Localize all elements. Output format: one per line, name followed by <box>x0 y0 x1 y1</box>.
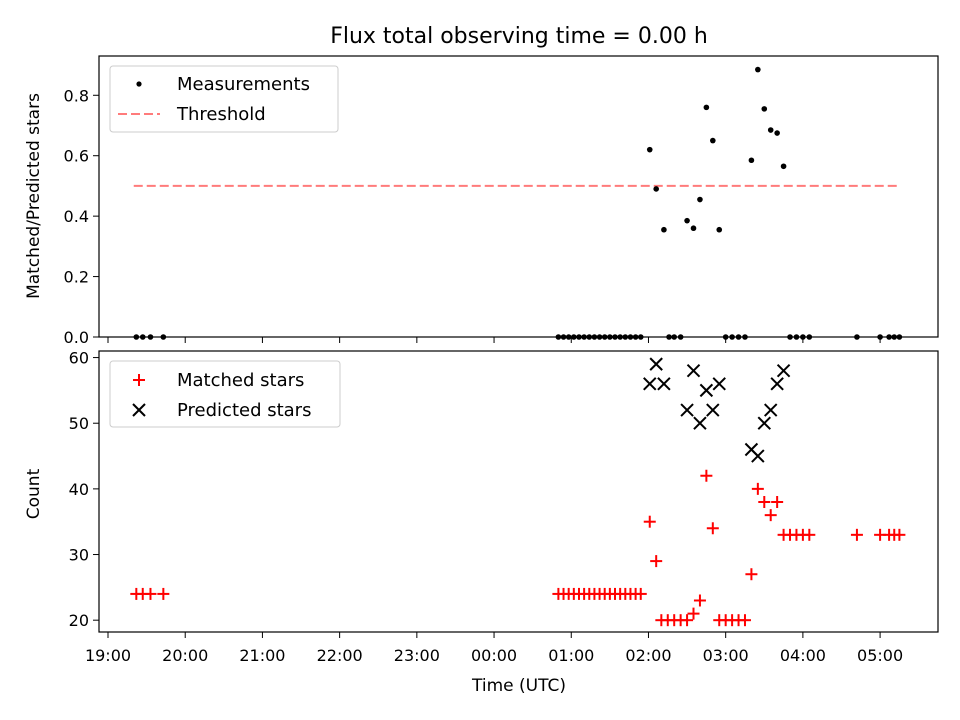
matched-star-point <box>144 587 157 600</box>
x-tick-label: 02:00 <box>625 646 671 665</box>
predicted-star-point <box>649 357 663 371</box>
bottom-y-axis-label: Count <box>24 468 44 519</box>
matched-star-point <box>634 587 647 600</box>
bottom-y-tick-label: 50 <box>69 414 89 433</box>
legend-measurements-marker <box>136 81 142 87</box>
legend-predicted-label: Predicted stars <box>177 400 311 421</box>
matched-star-point <box>687 607 700 620</box>
predicted-star-point <box>693 416 707 430</box>
top-y-ticks: 0.0 0.2 0.4 0.6 0.8 <box>64 86 99 347</box>
predicted-star-point <box>680 403 694 417</box>
matched-star-point <box>745 568 758 581</box>
top-y-tick-label: 0.8 <box>64 86 89 105</box>
predicted-star-point <box>686 363 701 378</box>
x-tick-label: 21:00 <box>239 646 285 665</box>
bottom-legend-box <box>109 360 341 428</box>
bottom-panel: 20 30 40 50 60 19:00 20:00 21:00 22:00 23:00 00:0… <box>24 349 939 696</box>
matched-star-point <box>157 587 170 600</box>
x-tick-label: 20:00 <box>162 646 208 665</box>
matched-star-point <box>764 509 777 522</box>
x-tick-label: 04:00 <box>780 646 826 665</box>
top-y-tick-label: 0.2 <box>64 268 89 287</box>
matched-star-point <box>681 614 694 627</box>
legend-predicted-marker <box>132 403 146 417</box>
x-tick-label: 00:00 <box>471 646 517 665</box>
bottom-y-tick-label: 60 <box>69 349 89 368</box>
predicted-star-point <box>699 383 714 398</box>
predicted-star-point <box>706 403 720 417</box>
matched-star-point <box>893 528 906 541</box>
predicted-star-point <box>776 363 791 378</box>
measurement-point <box>710 137 716 144</box>
measurement-point <box>646 146 653 153</box>
matched-star-point <box>738 614 751 627</box>
matched-star-point <box>803 528 816 541</box>
predicted-star-point <box>764 403 778 417</box>
bottom-legend: Matched stars Predicted stars <box>109 360 341 428</box>
x-tick-label: 22:00 <box>317 646 363 665</box>
matched-star-point <box>643 515 656 528</box>
matched-star-point <box>706 522 719 535</box>
top-y-tick-label: 0.4 <box>64 207 89 226</box>
measurement-point <box>703 104 710 111</box>
matched-star-point <box>758 496 771 509</box>
measurement-point <box>690 225 697 232</box>
top-x-ticks <box>107 337 881 343</box>
x-tick-label: 03:00 <box>703 646 749 665</box>
x-tick-label: 01:00 <box>548 646 594 665</box>
chart-title: Flux total observing time = 0.00 h <box>330 24 708 49</box>
matched-star-point <box>751 482 764 495</box>
measurement-point <box>780 163 787 170</box>
x-tick-label: 05:00 <box>857 646 903 665</box>
legend-matched-label: Matched stars <box>177 370 304 391</box>
top-legend: Measurements Threshold <box>109 65 339 133</box>
bottom-y-tick-label: 30 <box>69 546 89 565</box>
measurement-point <box>697 196 703 203</box>
top-y-axis-label: Matched/Predicted stars <box>24 93 44 299</box>
matched-star-point <box>693 594 706 607</box>
bottom-y-ticks: 20 30 40 50 60 <box>69 349 99 630</box>
legend-matched-marker <box>133 374 145 386</box>
measurement-point <box>755 66 761 73</box>
predicted-star-point <box>712 377 726 391</box>
predicted-star-point <box>657 377 671 391</box>
legend-threshold-label: Threshold <box>176 104 266 125</box>
predicted-star-point <box>643 377 657 391</box>
top-legend-box <box>109 65 339 133</box>
measurement-point <box>748 157 755 164</box>
measurement-point <box>684 217 690 224</box>
matched-star-point <box>700 469 713 482</box>
measurement-point <box>761 106 768 112</box>
measurement-point <box>767 127 774 133</box>
predicted-star-point <box>757 416 771 430</box>
predicted-star-point <box>751 449 765 463</box>
x-tick-label: 23:00 <box>394 646 440 665</box>
measurement-point <box>774 130 780 136</box>
top-y-tick-label: 0.6 <box>64 147 89 166</box>
top-axes-frame <box>98 55 939 338</box>
matched-star-point <box>771 496 784 509</box>
matched-star-point <box>850 528 863 541</box>
measurement-point <box>716 226 723 233</box>
measurement-point <box>653 186 659 192</box>
x-axis-label: Time (UTC) <box>471 676 566 696</box>
measurement-point <box>661 226 667 233</box>
top-panel: 0.00.20.40.60.8 Matched/Predicted stars … <box>24 55 939 347</box>
x-tick-label: 19:00 <box>85 646 131 665</box>
bottom-axes-frame <box>98 350 939 633</box>
bottom-x-ticks: 19:00 20:00 21:00 22:00 23:00 00:00 01:00 02:00… <box>85 632 903 665</box>
legend-measurements-label: Measurements <box>177 74 310 95</box>
predicted-star-point <box>770 377 784 391</box>
bottom-y-tick-label: 40 <box>69 480 89 499</box>
matched-star-point <box>650 555 663 568</box>
top-y-tick-label: 0.0 <box>64 328 89 347</box>
count-points <box>130 357 906 627</box>
bottom-y-tick-label: 20 <box>69 611 89 630</box>
